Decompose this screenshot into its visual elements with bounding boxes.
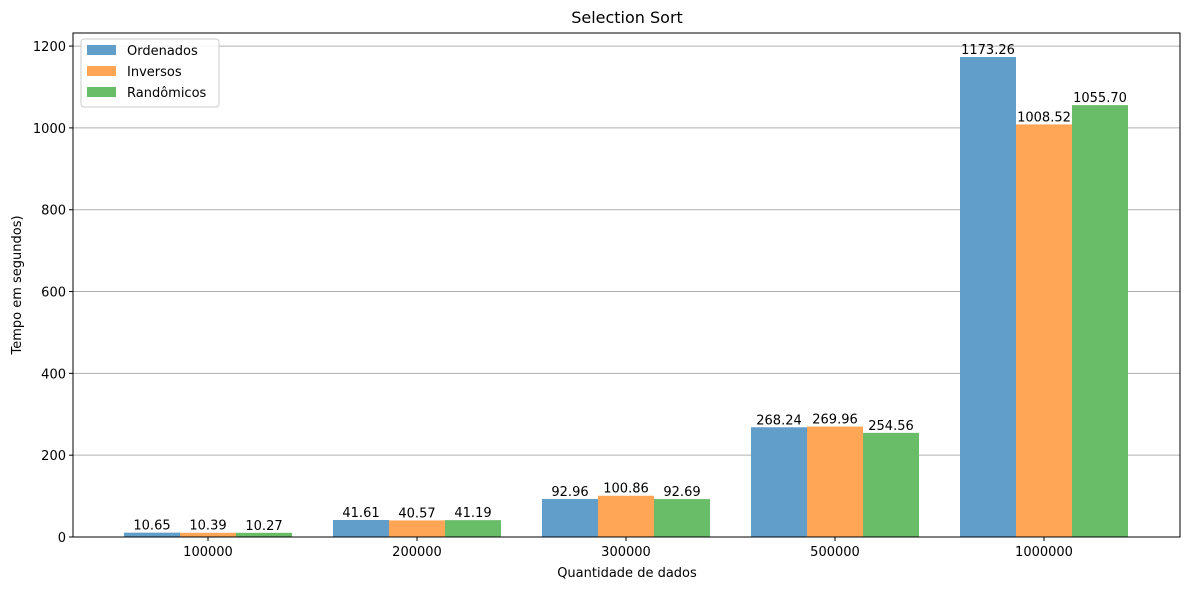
legend-swatch [87, 87, 116, 97]
bar [598, 495, 654, 537]
bar-value-label: 10.27 [245, 519, 282, 534]
bar-value-label: 1055.70 [1073, 91, 1127, 106]
bar [751, 427, 807, 537]
x-tick-label: 1000000 [1015, 545, 1073, 560]
bar-value-label: 268.24 [756, 413, 802, 428]
bar-value-label: 269.96 [812, 413, 858, 428]
x-tick-label: 100000 [183, 545, 233, 560]
x-tick-label: 500000 [810, 545, 860, 560]
y-tick-label: 200 [41, 449, 66, 464]
bar-value-label: 41.19 [454, 506, 491, 521]
bar [960, 57, 1016, 537]
value-labels: 10.65 10.39 10.27 41.61 40.57 41.19 92.96 100.8… [133, 43, 1126, 534]
bar [807, 426, 863, 537]
bar-value-label: 254.56 [868, 419, 914, 434]
y-tick-label: 800 [41, 204, 66, 219]
bar [389, 520, 445, 537]
bar-value-label: 92.96 [551, 485, 588, 500]
x-tick-label: 300000 [601, 545, 651, 560]
bar-value-label: 1008.52 [1017, 110, 1071, 125]
bar [236, 532, 292, 537]
y-tick-label: 400 [41, 367, 66, 382]
y-axis-ticks: 0 200 400 600 800 1000 1200 [33, 40, 73, 546]
bar-value-label: 40.57 [398, 506, 435, 521]
legend-label: Ordenados [127, 44, 198, 59]
bars [124, 57, 1128, 537]
bar [180, 532, 236, 537]
y-tick-label: 1000 [33, 122, 66, 137]
chart-title: Selection Sort [571, 8, 683, 27]
legend-swatch [87, 66, 116, 76]
y-tick-label: 600 [41, 286, 66, 301]
legend-label: Randômicos [127, 86, 207, 101]
bar-value-label: 10.65 [133, 519, 170, 534]
bar [124, 532, 180, 537]
x-axis-ticks: 100000 200000 300000 500000 1000000 [183, 537, 1073, 560]
bar-value-label: 1173.26 [961, 43, 1015, 58]
bar [445, 520, 501, 537]
bar [1016, 124, 1072, 537]
x-tick-label: 200000 [392, 545, 442, 560]
bar [654, 499, 710, 537]
bar [542, 498, 598, 537]
legend-label: Inversos [127, 65, 182, 80]
bar-value-label: 10.39 [189, 519, 226, 534]
bar-value-label: 100.86 [603, 482, 649, 497]
y-tick-label: 0 [58, 531, 66, 546]
legend-swatch [87, 45, 116, 55]
bar-value-label: 92.69 [663, 485, 700, 500]
x-axis-label: Quantidade de dados [557, 566, 697, 581]
bar [863, 432, 919, 537]
legend: Ordenados Inversos Randômicos [80, 38, 220, 108]
bar [1072, 105, 1128, 537]
y-tick-label: 1200 [33, 40, 66, 55]
y-axis-label: Tempo em segundos) [10, 215, 25, 355]
bar-value-label: 41.61 [342, 506, 379, 521]
bar [333, 519, 389, 537]
